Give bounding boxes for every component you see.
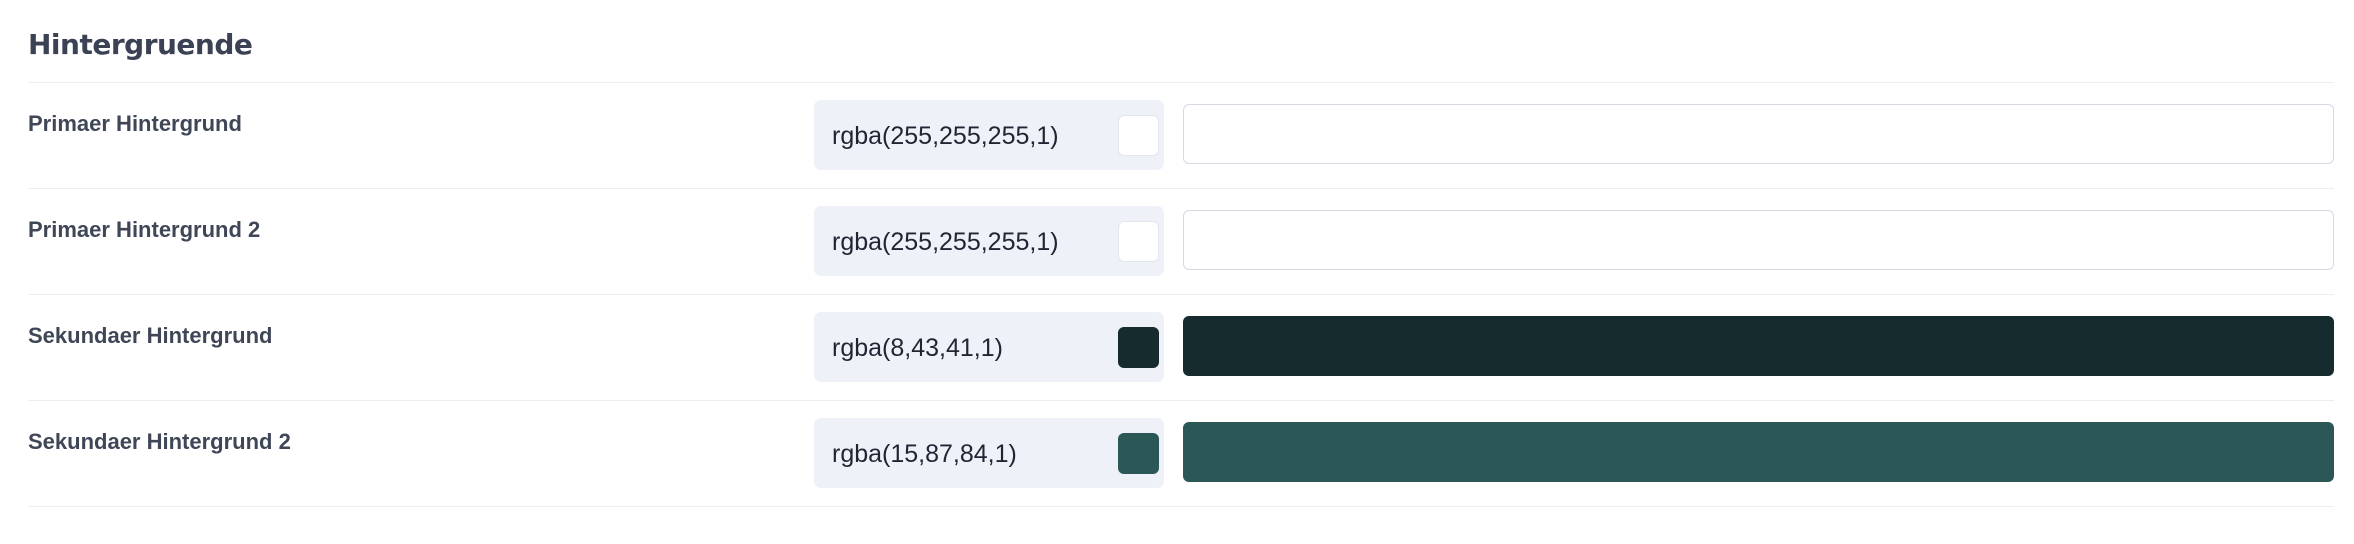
color-row-label: Primaer Hintergrund — [28, 111, 242, 136]
color-swatch-button[interactable] — [1118, 327, 1159, 368]
color-row-label: Sekundaer Hintergrund — [28, 323, 273, 348]
color-preview-bar — [1183, 316, 2334, 376]
color-value-field[interactable]: rgba(255,255,255,1) — [814, 206, 1164, 276]
section-divider — [28, 82, 2334, 83]
color-preview-bar — [1183, 104, 2334, 164]
color-value-text[interactable]: rgba(8,43,41,1) — [832, 334, 1003, 362]
color-row-primary-background-2: Primaer Hintergrund 2 rgba(255,255,255,1… — [28, 189, 2334, 295]
color-value-field[interactable]: rgba(15,87,84,1) — [814, 418, 1164, 488]
color-value-text[interactable]: rgba(255,255,255,1) — [832, 228, 1059, 256]
color-value-text[interactable]: rgba(15,87,84,1) — [832, 440, 1017, 468]
color-row-secondary-background: Sekundaer Hintergrund rgba(8,43,41,1) — [28, 295, 2334, 401]
color-row-label: Sekundaer Hintergrund 2 — [28, 429, 291, 454]
color-value-field[interactable]: rgba(255,255,255,1) — [814, 100, 1164, 170]
color-value-field[interactable]: rgba(8,43,41,1) — [814, 312, 1164, 382]
color-swatch-button[interactable] — [1118, 433, 1159, 474]
color-swatch-button[interactable] — [1118, 221, 1159, 262]
color-settings-list: Primaer Hintergrund rgba(255,255,255,1) … — [28, 83, 2334, 507]
color-preview-bar — [1183, 210, 2334, 270]
color-value-text[interactable]: rgba(255,255,255,1) — [832, 122, 1059, 150]
section-title: Hintergruende — [28, 28, 253, 61]
color-swatch-button[interactable] — [1118, 115, 1159, 156]
color-row-secondary-background-2: Sekundaer Hintergrund 2 rgba(15,87,84,1) — [28, 401, 2334, 507]
color-preview-bar — [1183, 422, 2334, 482]
color-row-primary-background: Primaer Hintergrund rgba(255,255,255,1) — [28, 83, 2334, 189]
color-row-label: Primaer Hintergrund 2 — [28, 217, 261, 242]
